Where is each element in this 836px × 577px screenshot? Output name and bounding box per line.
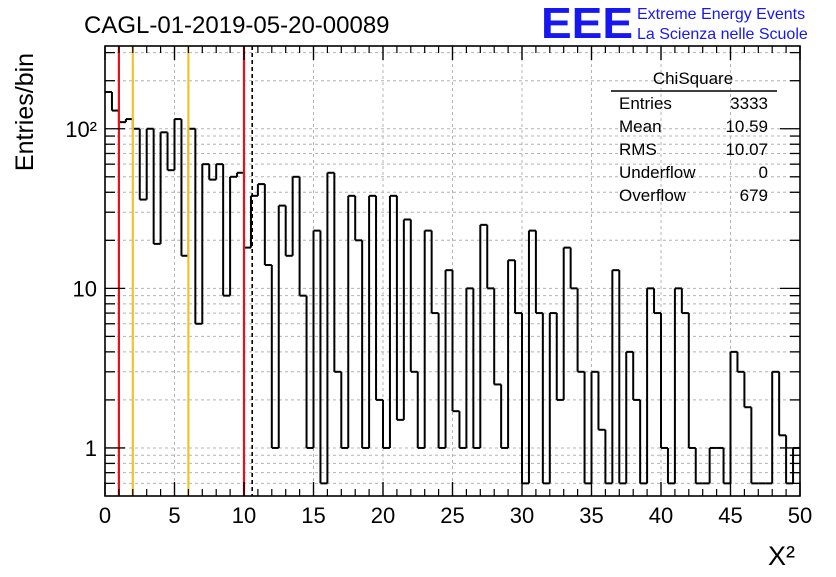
- x-tick-label: 35: [579, 503, 603, 528]
- eee-logo: EEE: [541, 0, 633, 48]
- y-tick-label: 10: [73, 276, 97, 301]
- stats-value-mean: 10.59: [725, 117, 768, 136]
- stats-value-underflow: 0: [759, 163, 768, 182]
- x-tick-label: 5: [168, 503, 180, 528]
- x-axis-label: X²: [768, 541, 795, 571]
- x-tick-label: 25: [440, 503, 464, 528]
- x-tick-label: 40: [649, 503, 673, 528]
- logo-line-2: La Scienza nelle Scuole: [637, 26, 808, 43]
- y-tick-label: 10²: [65, 117, 97, 142]
- run-title: CAGL-01-2019-05-20-00089: [84, 12, 390, 39]
- stats-value-rms: 10.07: [725, 140, 768, 159]
- stats-value-entries: 3333: [730, 94, 768, 113]
- stats-label-mean: Mean: [619, 117, 662, 136]
- logo-line-1: Extreme Energy Events: [637, 6, 805, 23]
- histogram-bins: [105, 90, 800, 485]
- y-axis-label: Entries/bin: [11, 53, 39, 171]
- axis-ticks: 0 5 10 15 20 25 30 35 40 45 50 1 10 10²: [65, 46, 812, 528]
- x-tick-label: 15: [301, 503, 325, 528]
- reference-lines: [117, 46, 254, 496]
- stats-label-overflow: Overflow: [619, 186, 687, 205]
- x-tick-label: 0: [99, 503, 111, 528]
- x-tick-label: 50: [788, 503, 812, 528]
- x-tick-label: 20: [371, 503, 395, 528]
- stats-label-entries: Entries: [619, 94, 672, 113]
- stats-title: ChiSquare: [653, 69, 733, 88]
- grid-layer: [105, 46, 800, 496]
- y-tick-label: 1: [85, 436, 97, 461]
- stats-label-underflow: Underflow: [619, 163, 696, 182]
- stats-box: ChiSquare Entries 3333 Mean 10.59 RMS 10…: [611, 69, 777, 205]
- x-tick-label: 30: [510, 503, 534, 528]
- x-tick-label: 45: [718, 503, 742, 528]
- x-tick-label: 10: [232, 503, 256, 528]
- stats-value-overflow: 679: [740, 186, 768, 205]
- stats-label-rms: RMS: [619, 140, 657, 159]
